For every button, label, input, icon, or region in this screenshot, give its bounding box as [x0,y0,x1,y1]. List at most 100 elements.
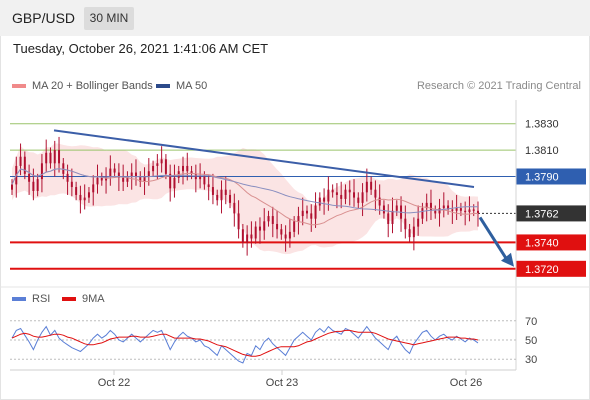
candle-body [122,177,125,182]
candle [408,223,411,243]
candle [250,221,253,248]
candle-body [284,234,287,239]
candle [464,201,467,226]
candle-body [40,163,43,180]
candle [314,192,317,228]
candle-body [477,210,479,214]
candle-body [130,172,133,177]
candle [327,176,330,211]
candle [70,168,73,197]
candle [241,223,244,248]
candle [288,218,291,248]
candle [58,136,61,173]
candle [207,175,210,201]
candle-body [87,192,90,198]
candle [211,173,214,205]
candle-body [28,173,31,182]
candle-body [263,221,266,231]
candle [28,164,31,195]
candle-body [258,226,261,231]
candle-body [143,176,146,182]
candle [32,168,35,201]
candle-body [216,194,219,201]
legend-rsi-swatch [12,297,26,302]
symbol-label: GBP/USD [12,10,76,26]
legend-ma20-label: MA 20 + Bollinger Bands [32,80,153,92]
candle-body [224,189,227,195]
candle-body [408,229,411,238]
candle-body [250,234,253,239]
candle [442,192,445,218]
candle-body [318,197,321,206]
candle-body [70,181,73,188]
candle [357,192,360,209]
candle-body [429,202,432,211]
candle [434,205,437,219]
candle-body [361,192,364,203]
candle-body [305,210,308,214]
candle-body [152,165,155,172]
candle-body [49,152,52,164]
candle-body [267,216,270,222]
candle-body [254,226,257,239]
candle-body [451,209,454,211]
level-tag-2 [516,168,586,185]
candle-body [92,184,95,193]
candle [169,164,172,202]
candle [335,183,338,209]
candle [139,171,142,188]
candle-body [391,210,394,224]
candle-body [23,156,26,174]
candle-body [348,189,351,193]
candle-body [293,221,296,232]
trend-line [53,129,475,189]
candle-body [117,172,120,178]
candle [40,154,43,193]
candle [96,164,99,194]
ma50-line [11,168,478,214]
legend-rsi-label: RSI [32,293,51,305]
candle [468,196,471,222]
candle [280,223,283,240]
candle-body [147,171,150,177]
candle-body [434,210,437,214]
candle [361,183,364,217]
candle [391,197,394,234]
candle-body [442,205,445,209]
candle [258,217,261,244]
candle-body [378,197,381,206]
candle-body [382,205,385,214]
candle [323,188,326,215]
candle-body [314,205,317,219]
timeframe-button[interactable]: 30 MIN [84,7,134,30]
candle [340,181,343,209]
candle [160,146,163,173]
legend-ma20: MA 20 + Bollinger Bands [12,80,153,92]
candle-body [19,156,22,166]
candle-body [194,173,197,180]
candle-body [323,197,326,202]
candle [246,225,249,256]
candle-body [344,189,347,199]
candle [276,210,279,239]
candle-body [340,194,343,199]
candle [472,204,475,217]
candle-body [276,223,279,230]
candle [109,155,112,186]
candle [233,193,236,227]
candle-body [96,177,99,185]
candle-body [246,234,249,243]
candle-body [203,176,206,185]
candle [477,201,479,227]
candle [190,165,193,180]
candle-body [455,208,458,211]
legend-rsi: RSI [12,293,50,305]
candle [301,197,304,226]
candle [310,204,313,232]
candle-body [387,213,390,224]
candle [92,175,95,206]
candle-body [75,187,78,195]
candle-body [100,177,103,181]
candle-body [297,216,300,222]
candle-body [173,177,176,189]
